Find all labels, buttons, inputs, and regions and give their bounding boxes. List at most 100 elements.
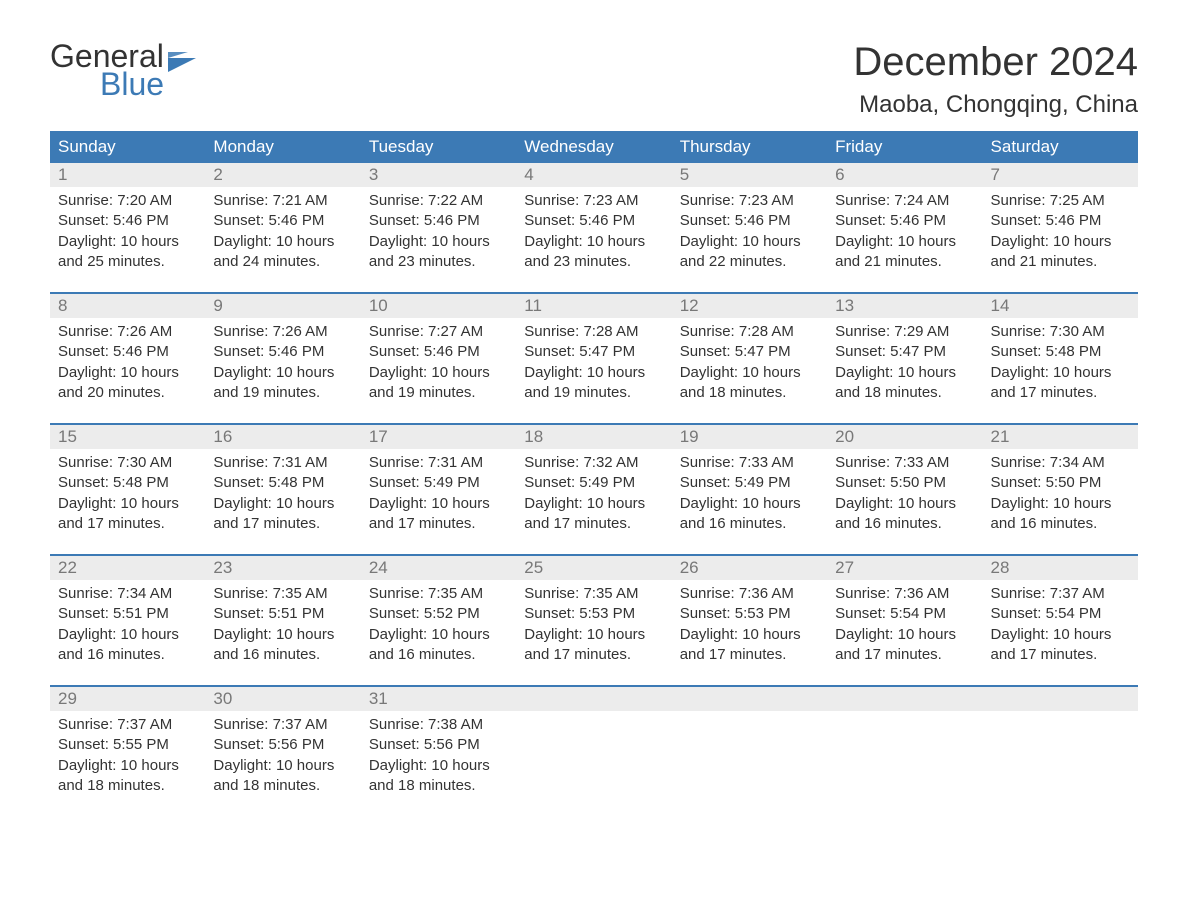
sunset-line: Sunset: 5:50 PM xyxy=(991,473,1130,493)
day-header-row: Sunday Monday Tuesday Wednesday Thursday… xyxy=(50,131,1138,163)
daylight-line: Daylight: 10 hours and 21 minutes. xyxy=(991,232,1130,273)
day-cell: Sunrise: 7:36 AMSunset: 5:53 PMDaylight:… xyxy=(672,580,827,685)
sunrise-line: Sunrise: 7:29 AM xyxy=(835,322,974,342)
day-cell: Sunrise: 7:32 AMSunset: 5:49 PMDaylight:… xyxy=(516,449,671,554)
day-cell: Sunrise: 7:37 AMSunset: 5:54 PMDaylight:… xyxy=(983,580,1138,685)
daylight-line: Daylight: 10 hours and 17 minutes. xyxy=(524,625,663,666)
day-cell: Sunrise: 7:22 AMSunset: 5:46 PMDaylight:… xyxy=(361,187,516,292)
sunrise-line: Sunrise: 7:26 AM xyxy=(58,322,197,342)
daylight-line: Daylight: 10 hours and 18 minutes. xyxy=(213,756,352,797)
sunset-line: Sunset: 5:46 PM xyxy=(58,342,197,362)
daylight-line: Daylight: 10 hours and 21 minutes. xyxy=(835,232,974,273)
sunrise-line: Sunrise: 7:31 AM xyxy=(369,453,508,473)
day-cell: Sunrise: 7:27 AMSunset: 5:46 PMDaylight:… xyxy=(361,318,516,423)
sunset-line: Sunset: 5:47 PM xyxy=(835,342,974,362)
day-number: 8 xyxy=(50,294,205,318)
daylight-line: Daylight: 10 hours and 17 minutes. xyxy=(369,494,508,535)
sunrise-line: Sunrise: 7:28 AM xyxy=(680,322,819,342)
sunset-line: Sunset: 5:48 PM xyxy=(991,342,1130,362)
daylight-line: Daylight: 10 hours and 22 minutes. xyxy=(680,232,819,273)
day-number-row: 1234567 xyxy=(50,163,1138,187)
daylight-line: Daylight: 10 hours and 18 minutes. xyxy=(58,756,197,797)
sunrise-line: Sunrise: 7:22 AM xyxy=(369,191,508,211)
day-number: 4 xyxy=(516,163,671,187)
daylight-line: Daylight: 10 hours and 25 minutes. xyxy=(58,232,197,273)
day-number: 3 xyxy=(361,163,516,187)
daylight-line: Daylight: 10 hours and 17 minutes. xyxy=(835,625,974,666)
day-header: Sunday xyxy=(50,131,205,163)
day-header: Thursday xyxy=(672,131,827,163)
day-cell: Sunrise: 7:29 AMSunset: 5:47 PMDaylight:… xyxy=(827,318,982,423)
day-cell: Sunrise: 7:25 AMSunset: 5:46 PMDaylight:… xyxy=(983,187,1138,292)
day-cell: Sunrise: 7:28 AMSunset: 5:47 PMDaylight:… xyxy=(672,318,827,423)
sunset-line: Sunset: 5:55 PM xyxy=(58,735,197,755)
day-number xyxy=(983,687,1138,711)
day-number: 23 xyxy=(205,556,360,580)
daylight-line: Daylight: 10 hours and 16 minutes. xyxy=(991,494,1130,535)
day-cell: Sunrise: 7:35 AMSunset: 5:53 PMDaylight:… xyxy=(516,580,671,685)
day-number-row: 891011121314 xyxy=(50,294,1138,318)
sunrise-line: Sunrise: 7:34 AM xyxy=(58,584,197,604)
sunrise-line: Sunrise: 7:26 AM xyxy=(213,322,352,342)
sunset-line: Sunset: 5:54 PM xyxy=(991,604,1130,624)
sunset-line: Sunset: 5:51 PM xyxy=(58,604,197,624)
daylight-line: Daylight: 10 hours and 18 minutes. xyxy=(369,756,508,797)
day-header: Monday xyxy=(205,131,360,163)
day-cell xyxy=(827,711,982,816)
daylight-line: Daylight: 10 hours and 17 minutes. xyxy=(58,494,197,535)
sunset-line: Sunset: 5:49 PM xyxy=(369,473,508,493)
sunset-line: Sunset: 5:52 PM xyxy=(369,604,508,624)
day-header: Saturday xyxy=(983,131,1138,163)
sunrise-line: Sunrise: 7:28 AM xyxy=(524,322,663,342)
sunrise-line: Sunrise: 7:36 AM xyxy=(835,584,974,604)
sunset-line: Sunset: 5:49 PM xyxy=(680,473,819,493)
day-cell: Sunrise: 7:38 AMSunset: 5:56 PMDaylight:… xyxy=(361,711,516,816)
day-number-row: 22232425262728 xyxy=(50,556,1138,580)
day-number xyxy=(827,687,982,711)
day-cell: Sunrise: 7:30 AMSunset: 5:48 PMDaylight:… xyxy=(983,318,1138,423)
daylight-line: Daylight: 10 hours and 19 minutes. xyxy=(369,363,508,404)
day-number: 31 xyxy=(361,687,516,711)
sunrise-line: Sunrise: 7:33 AM xyxy=(680,453,819,473)
day-number: 24 xyxy=(361,556,516,580)
sunset-line: Sunset: 5:46 PM xyxy=(991,211,1130,231)
daylight-line: Daylight: 10 hours and 17 minutes. xyxy=(213,494,352,535)
sunrise-line: Sunrise: 7:34 AM xyxy=(991,453,1130,473)
sunrise-line: Sunrise: 7:25 AM xyxy=(991,191,1130,211)
day-number: 10 xyxy=(361,294,516,318)
logo-text-blue: Blue xyxy=(50,68,196,100)
day-number: 11 xyxy=(516,294,671,318)
day-number: 9 xyxy=(205,294,360,318)
day-cell: Sunrise: 7:37 AMSunset: 5:55 PMDaylight:… xyxy=(50,711,205,816)
sunrise-line: Sunrise: 7:35 AM xyxy=(524,584,663,604)
day-cell: Sunrise: 7:26 AMSunset: 5:46 PMDaylight:… xyxy=(50,318,205,423)
daylight-line: Daylight: 10 hours and 23 minutes. xyxy=(524,232,663,273)
day-content-row: Sunrise: 7:20 AMSunset: 5:46 PMDaylight:… xyxy=(50,187,1138,292)
sunset-line: Sunset: 5:53 PM xyxy=(524,604,663,624)
day-number-row: 293031 xyxy=(50,687,1138,711)
day-cell: Sunrise: 7:28 AMSunset: 5:47 PMDaylight:… xyxy=(516,318,671,423)
sunset-line: Sunset: 5:47 PM xyxy=(680,342,819,362)
sunrise-line: Sunrise: 7:20 AM xyxy=(58,191,197,211)
sunset-line: Sunset: 5:56 PM xyxy=(369,735,508,755)
day-number: 28 xyxy=(983,556,1138,580)
day-cell: Sunrise: 7:21 AMSunset: 5:46 PMDaylight:… xyxy=(205,187,360,292)
day-cell: Sunrise: 7:23 AMSunset: 5:46 PMDaylight:… xyxy=(516,187,671,292)
sunrise-line: Sunrise: 7:23 AM xyxy=(680,191,819,211)
daylight-line: Daylight: 10 hours and 17 minutes. xyxy=(991,363,1130,404)
day-number: 13 xyxy=(827,294,982,318)
sunset-line: Sunset: 5:48 PM xyxy=(213,473,352,493)
sunrise-line: Sunrise: 7:37 AM xyxy=(58,715,197,735)
day-number: 30 xyxy=(205,687,360,711)
day-number: 2 xyxy=(205,163,360,187)
day-header: Friday xyxy=(827,131,982,163)
day-cell: Sunrise: 7:26 AMSunset: 5:46 PMDaylight:… xyxy=(205,318,360,423)
day-cell: Sunrise: 7:31 AMSunset: 5:48 PMDaylight:… xyxy=(205,449,360,554)
logo: General Blue xyxy=(50,40,196,100)
day-number xyxy=(672,687,827,711)
sunset-line: Sunset: 5:54 PM xyxy=(835,604,974,624)
sunset-line: Sunset: 5:46 PM xyxy=(524,211,663,231)
daylight-line: Daylight: 10 hours and 16 minutes. xyxy=(58,625,197,666)
day-number: 5 xyxy=(672,163,827,187)
daylight-line: Daylight: 10 hours and 16 minutes. xyxy=(213,625,352,666)
